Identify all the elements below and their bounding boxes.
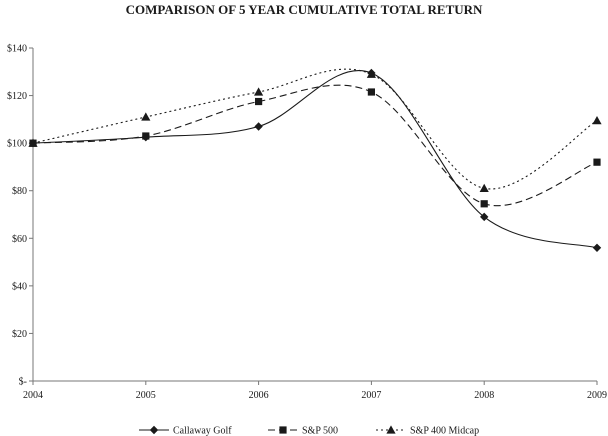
y-tick-label: $120 [7, 91, 27, 102]
legend-item: S&P 500 [268, 426, 338, 436]
series-line [32, 84, 598, 207]
y-tick-label: $140 [7, 44, 27, 55]
legend: Callaway Golf S&P 500 S&P 400 Midcap [139, 425, 479, 436]
x-tick-label: 2004 [23, 390, 43, 401]
series-layer [28, 68, 602, 252]
series-line [32, 68, 598, 190]
x-tick-label: 2007 [361, 390, 381, 401]
legend-label: Callaway Golf [173, 426, 232, 436]
data-point [254, 122, 263, 131]
x-tick-label: 2006 [249, 390, 269, 401]
data-point [255, 97, 263, 106]
legend-marker [149, 425, 159, 435]
axes: $- $20 $40 $60 $80 $100 $120 $140 2004 2005 2006 20… [7, 44, 607, 402]
data-point [479, 183, 489, 193]
series-1 [29, 84, 601, 208]
legend-marker [386, 425, 396, 434]
y-tick-label: $20 [12, 329, 27, 340]
data-point [28, 138, 38, 147]
data-point [367, 88, 375, 96]
y-tick-label: $- [19, 377, 27, 388]
x-tick-label: 2009 [587, 390, 607, 401]
chart-title: COMPARISON OF 5 YEAR CUMULATIVE TOTAL RE… [126, 2, 483, 17]
legend-label: S&P 400 Midcap [410, 426, 479, 436]
y-tick-label: $100 [7, 139, 27, 150]
data-point [592, 115, 602, 125]
series-0 [28, 68, 602, 252]
x-tick-label: 2005 [136, 390, 156, 401]
legend-label: S&P 500 [302, 426, 338, 436]
x-tick-label: 2008 [474, 390, 494, 401]
data-point [254, 87, 264, 96]
data-point [593, 158, 601, 166]
legend-item: Callaway Golf [139, 426, 232, 436]
data-point [480, 200, 488, 208]
data-point [141, 112, 151, 121]
data-point [366, 69, 376, 78]
y-tick-label: $60 [12, 234, 27, 245]
legend-marker [279, 426, 287, 434]
legend-item: S&P 400 Midcap [376, 425, 479, 436]
y-tick-label: $40 [12, 281, 27, 292]
series-line [32, 70, 598, 249]
series-2 [28, 68, 602, 193]
data-point [592, 243, 602, 252]
y-tick-label: $80 [12, 186, 27, 197]
data-point [142, 132, 150, 140]
data-point [480, 212, 489, 222]
